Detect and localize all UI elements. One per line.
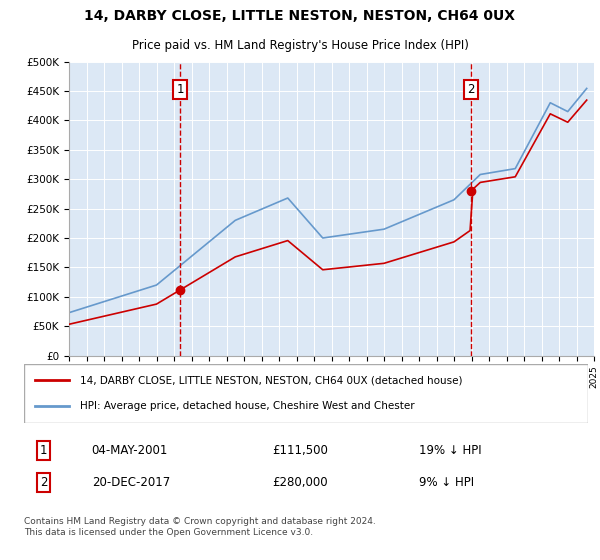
Text: HPI: Average price, detached house, Cheshire West and Chester: HPI: Average price, detached house, Ches… (80, 402, 415, 412)
Text: 19% ↓ HPI: 19% ↓ HPI (419, 444, 481, 457)
Text: 9% ↓ HPI: 9% ↓ HPI (419, 477, 474, 489)
Text: £280,000: £280,000 (272, 477, 328, 489)
Text: 2: 2 (40, 477, 47, 489)
Text: 1: 1 (40, 444, 47, 457)
Text: 1: 1 (176, 83, 184, 96)
Text: 14, DARBY CLOSE, LITTLE NESTON, NESTON, CH64 0UX: 14, DARBY CLOSE, LITTLE NESTON, NESTON, … (85, 10, 515, 24)
FancyBboxPatch shape (24, 364, 588, 423)
Text: 14, DARBY CLOSE, LITTLE NESTON, NESTON, CH64 0UX (detached house): 14, DARBY CLOSE, LITTLE NESTON, NESTON, … (80, 375, 463, 385)
Text: Contains HM Land Registry data © Crown copyright and database right 2024.
This d: Contains HM Land Registry data © Crown c… (24, 517, 376, 536)
Text: 04-MAY-2001: 04-MAY-2001 (92, 444, 168, 457)
Text: £111,500: £111,500 (272, 444, 328, 457)
Text: Price paid vs. HM Land Registry's House Price Index (HPI): Price paid vs. HM Land Registry's House … (131, 39, 469, 53)
Text: 20-DEC-2017: 20-DEC-2017 (92, 477, 170, 489)
Text: 2: 2 (467, 83, 475, 96)
